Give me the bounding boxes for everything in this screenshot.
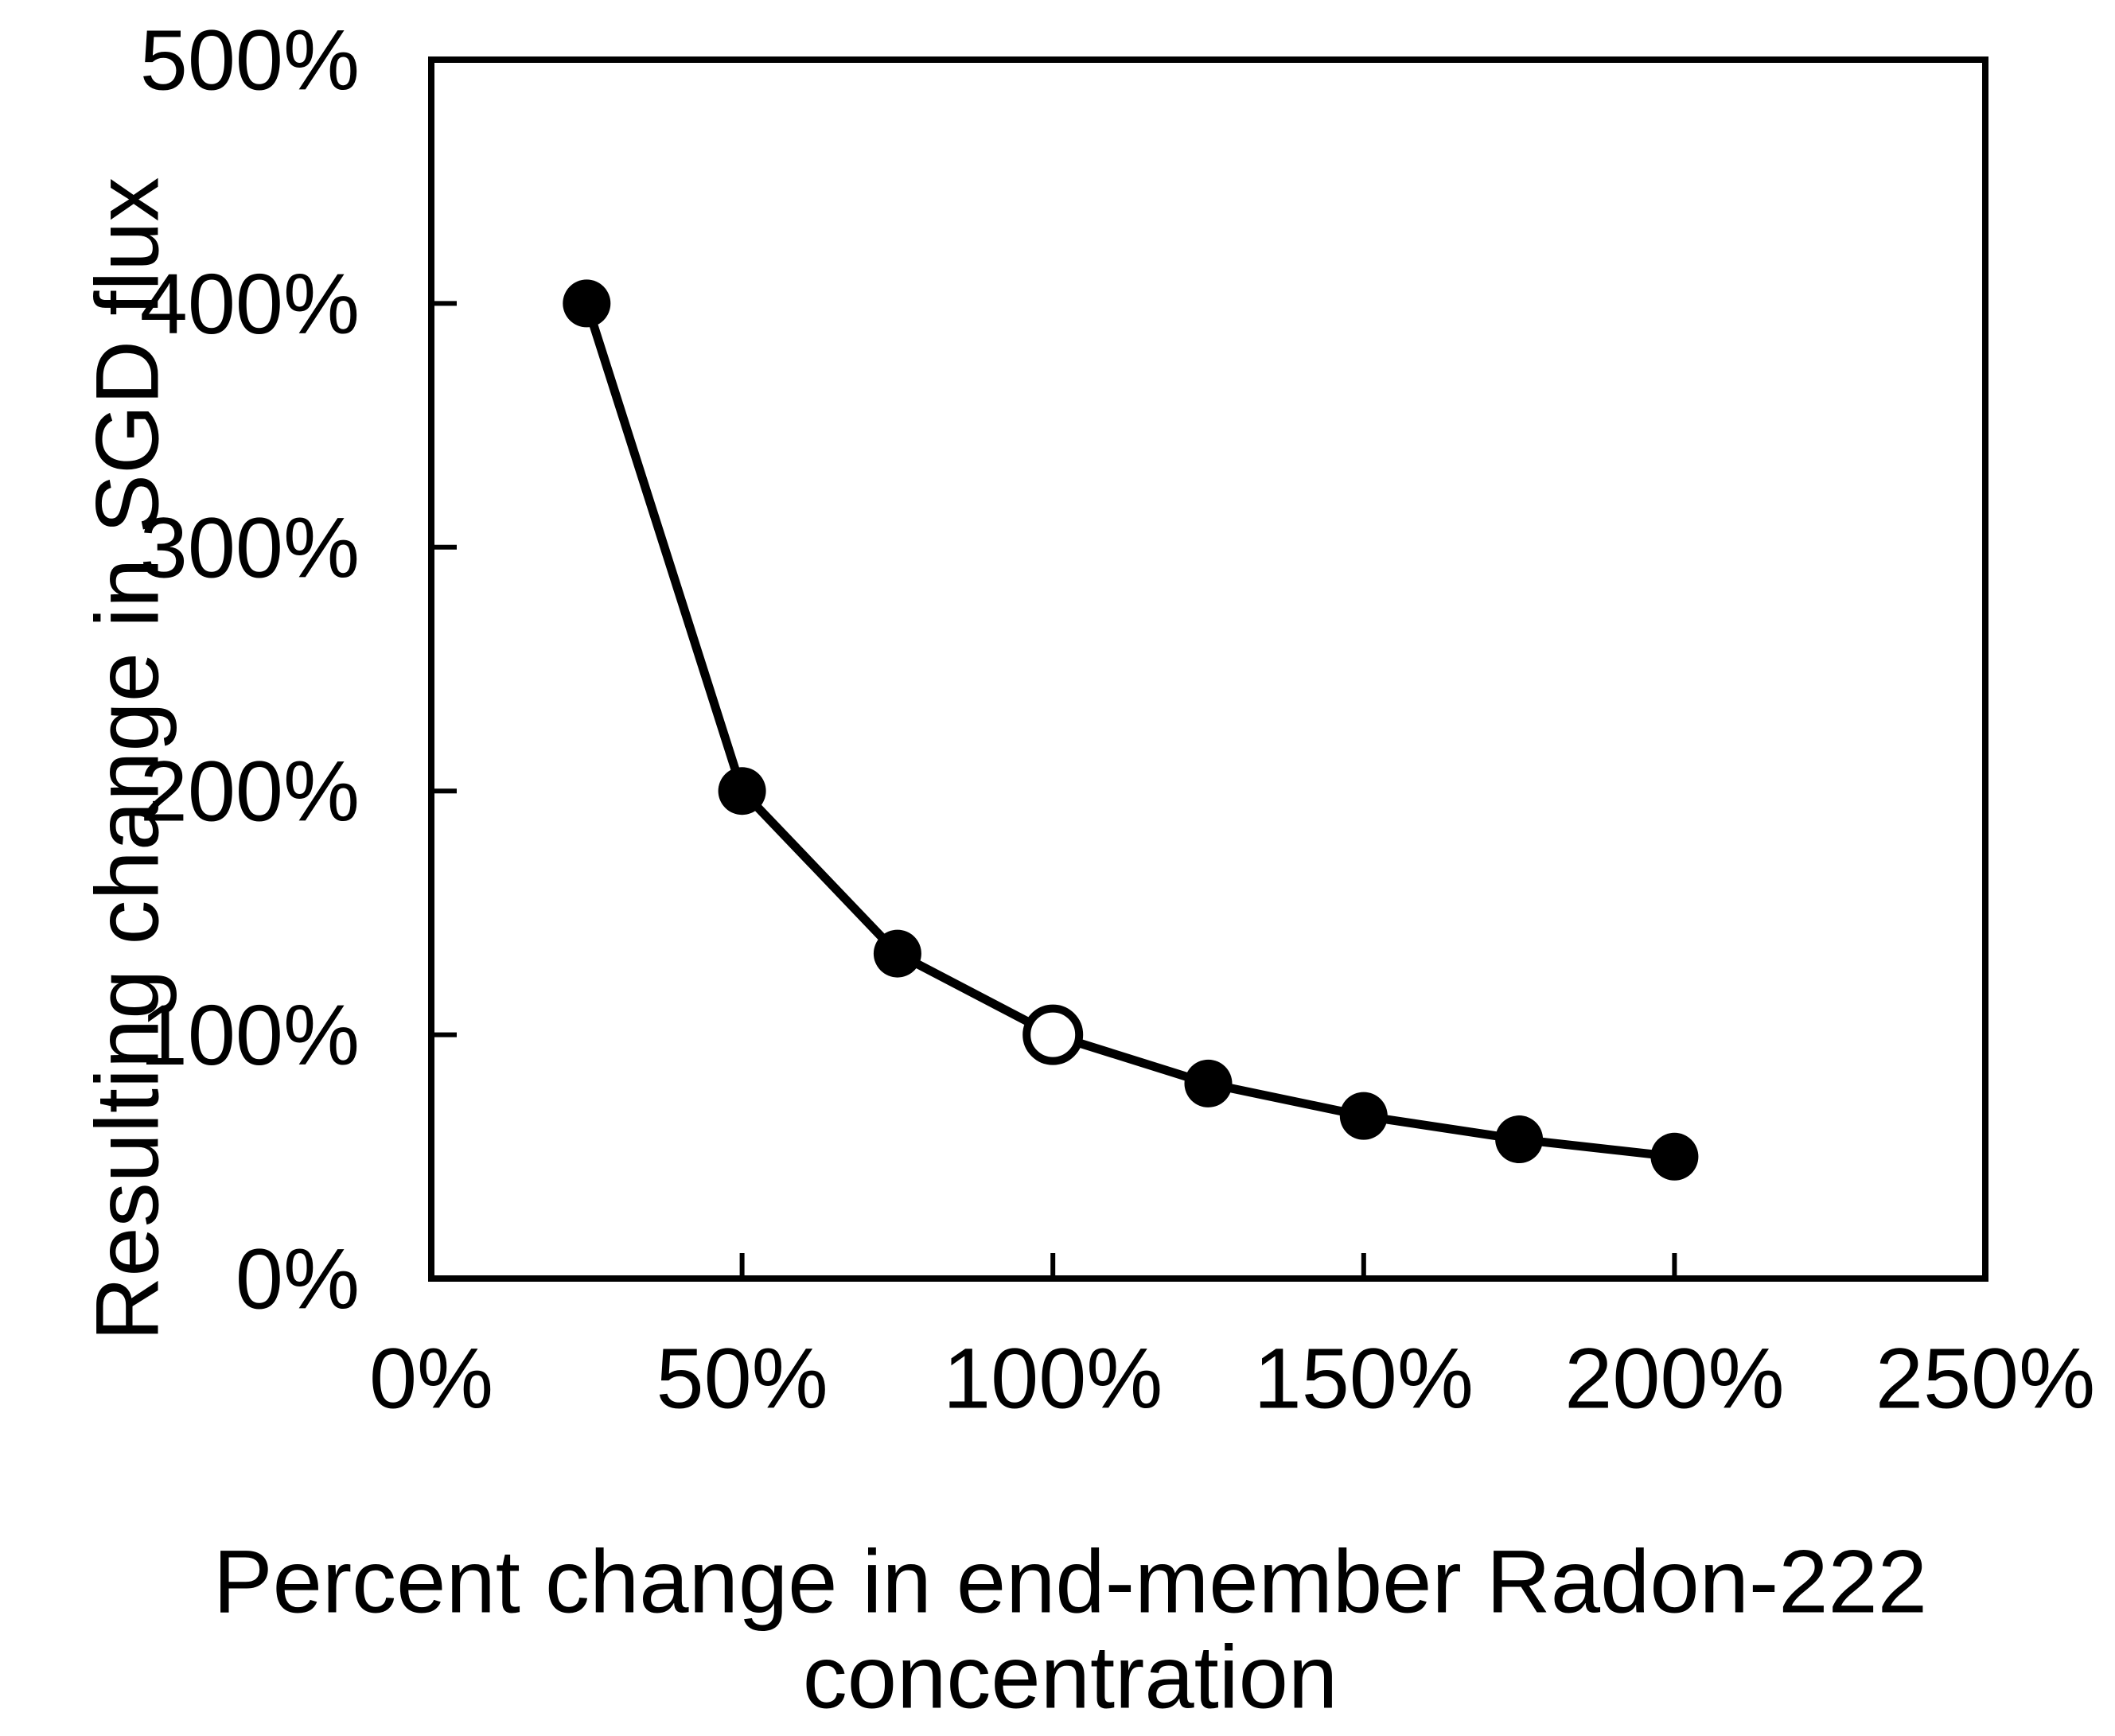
x-tick-label: 50% <box>656 1330 828 1427</box>
x-tick-label: 150% <box>1254 1330 1474 1427</box>
y-tick-label: 400% <box>140 255 360 352</box>
data-point <box>563 279 611 328</box>
x-tick-label: 200% <box>1564 1330 1784 1427</box>
data-point-open <box>1022 1004 1084 1065</box>
x-axis-tick-labels: 0% 50% 100% 150% 200% 250% <box>369 1330 2095 1427</box>
y-tick-label: 100% <box>140 987 360 1083</box>
data-point <box>1495 1115 1544 1164</box>
y-tick-label: 500% <box>140 12 360 108</box>
y-tick-label: 300% <box>140 499 360 595</box>
y-tick-label: 200% <box>140 743 360 839</box>
data-point <box>718 767 766 815</box>
y-tick-label: 0% <box>236 1231 360 1327</box>
plot-area <box>428 56 1988 1282</box>
data-point <box>1184 1059 1233 1107</box>
x-tick-label: 100% <box>943 1330 1163 1427</box>
x-tick-label: 0% <box>369 1330 493 1427</box>
x-axis-title-line2: concentration <box>803 1628 1338 1727</box>
data-point <box>1339 1092 1388 1140</box>
data-point <box>1650 1132 1699 1181</box>
x-axis-title-line1: Percent change in end-member Radon-222 <box>213 1532 1927 1632</box>
y-axis-tick-labels: 0% 100% 200% 300% 400% 500% <box>140 12 360 1327</box>
y-axis-title: Resulting change in SGD flux <box>78 177 177 1341</box>
data-point <box>873 929 921 978</box>
data-line <box>582 298 1679 1162</box>
plot-frame <box>428 56 1988 1282</box>
data-markers-group <box>563 279 1699 1181</box>
x-tick-label: 250% <box>1875 1330 2095 1427</box>
y-axis-ticks <box>431 301 457 1037</box>
data-line-group <box>582 298 1679 1162</box>
x-axis-ticks <box>739 1253 1677 1279</box>
